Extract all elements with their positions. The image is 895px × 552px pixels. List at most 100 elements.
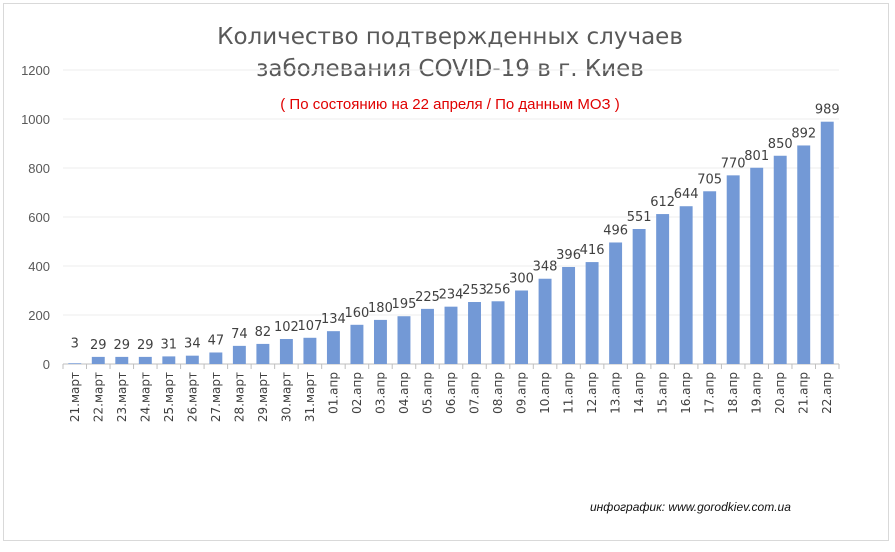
x-category-label: 12.апр bbox=[585, 372, 599, 414]
data-label: 29 bbox=[114, 338, 131, 353]
x-category-label: 14.апр bbox=[632, 372, 646, 414]
x-category-label: 22.март bbox=[91, 372, 105, 422]
data-label: 102 bbox=[274, 320, 299, 335]
bar bbox=[726, 175, 740, 364]
data-label: 496 bbox=[603, 223, 628, 238]
bar bbox=[232, 345, 246, 364]
chart-frame bbox=[3, 3, 889, 541]
bar bbox=[256, 343, 270, 364]
x-category-label: 02.апр bbox=[350, 372, 364, 414]
x-category-label: 04.апр bbox=[397, 372, 411, 414]
data-label: 644 bbox=[674, 187, 699, 202]
y-tick-label: 1200 bbox=[21, 63, 50, 78]
bar bbox=[515, 290, 529, 364]
bar bbox=[397, 316, 411, 364]
x-category-label: 27.март bbox=[209, 372, 223, 422]
bar bbox=[538, 278, 552, 364]
data-label: 180 bbox=[368, 301, 393, 316]
bar bbox=[350, 324, 364, 364]
data-label: 225 bbox=[415, 290, 440, 305]
data-label: 29 bbox=[137, 338, 154, 353]
data-label: 256 bbox=[486, 282, 511, 297]
x-category-label: 25.март bbox=[162, 372, 176, 422]
x-category-label: 21.апр bbox=[797, 372, 811, 414]
chart-title-line2: заболевания COVID-19 в г. Киев bbox=[256, 56, 644, 82]
data-label: 612 bbox=[650, 195, 675, 210]
bar bbox=[820, 121, 834, 364]
x-category-label: 19.апр bbox=[750, 372, 764, 414]
x-category-label: 16.апр bbox=[679, 372, 693, 414]
x-category-label: 30.март bbox=[279, 372, 293, 422]
x-category-label: 15.апр bbox=[656, 372, 670, 414]
data-label: 31 bbox=[161, 337, 178, 352]
bar bbox=[421, 308, 434, 364]
x-category-label: 05.апр bbox=[420, 372, 434, 414]
y-tick-label: 0 bbox=[43, 357, 50, 372]
bar bbox=[632, 229, 646, 364]
data-label: 195 bbox=[392, 297, 417, 312]
bar bbox=[609, 242, 623, 364]
data-label: 300 bbox=[509, 272, 534, 287]
data-label: 770 bbox=[721, 156, 746, 171]
data-label: 850 bbox=[768, 137, 793, 152]
bar bbox=[326, 331, 340, 364]
x-category-label: 07.апр bbox=[468, 372, 482, 414]
data-label: 47 bbox=[208, 333, 225, 348]
bar bbox=[444, 306, 458, 364]
bar bbox=[303, 337, 317, 364]
data-label: 107 bbox=[297, 319, 322, 334]
bar bbox=[115, 356, 129, 364]
x-category-label: 03.апр bbox=[373, 372, 387, 414]
data-label: 234 bbox=[439, 288, 464, 303]
bar bbox=[562, 266, 576, 364]
bar bbox=[773, 155, 787, 364]
data-label: 3 bbox=[71, 336, 79, 351]
bar bbox=[491, 301, 505, 364]
bar bbox=[750, 167, 764, 364]
data-label: 74 bbox=[231, 327, 248, 342]
bar bbox=[703, 191, 717, 364]
bar bbox=[91, 356, 105, 364]
data-label: 551 bbox=[627, 210, 652, 225]
x-category-label: 22.апр bbox=[820, 372, 834, 414]
bar bbox=[209, 352, 223, 364]
bar bbox=[585, 262, 599, 364]
x-category-label: 23.март bbox=[115, 372, 129, 422]
data-label: 801 bbox=[744, 149, 769, 164]
data-label: 160 bbox=[345, 306, 370, 321]
bar bbox=[185, 355, 199, 364]
x-category-label: 09.апр bbox=[515, 372, 529, 414]
x-category-label: 24.март bbox=[138, 372, 152, 422]
x-category-label: 29.март bbox=[256, 372, 270, 422]
bar bbox=[797, 145, 811, 364]
data-label: 705 bbox=[697, 172, 722, 187]
bar bbox=[138, 356, 152, 364]
x-category-label: 17.апр bbox=[703, 372, 717, 414]
data-label: 29 bbox=[90, 338, 107, 353]
bar bbox=[279, 339, 293, 364]
bar bbox=[679, 206, 693, 364]
bar bbox=[162, 356, 176, 364]
data-label: 34 bbox=[184, 337, 201, 352]
y-tick-label: 600 bbox=[28, 210, 50, 225]
x-category-label: 10.апр bbox=[538, 372, 552, 414]
chart-subtitle: ( По состоянию на 22 апреля / По данным … bbox=[280, 96, 620, 113]
bar bbox=[68, 363, 82, 364]
x-category-label: 13.апр bbox=[609, 372, 623, 414]
x-category-label: 20.апр bbox=[773, 372, 787, 414]
data-label: 892 bbox=[791, 126, 816, 141]
data-label: 134 bbox=[321, 312, 346, 327]
credit-text: инфографик: www.gorodkiev.com.ua bbox=[590, 500, 791, 514]
x-category-label: 06.апр bbox=[444, 372, 458, 414]
x-category-label: 28.март bbox=[232, 372, 246, 422]
x-category-label: 31.март bbox=[303, 372, 317, 422]
x-category-label: 18.апр bbox=[726, 372, 740, 414]
bar bbox=[656, 214, 670, 364]
data-label: 348 bbox=[533, 260, 558, 275]
x-category-label: 21.март bbox=[68, 372, 82, 422]
x-category-label: 26.март bbox=[185, 372, 199, 422]
bar bbox=[373, 319, 387, 364]
data-label: 416 bbox=[580, 243, 605, 258]
y-tick-label: 200 bbox=[28, 308, 50, 323]
